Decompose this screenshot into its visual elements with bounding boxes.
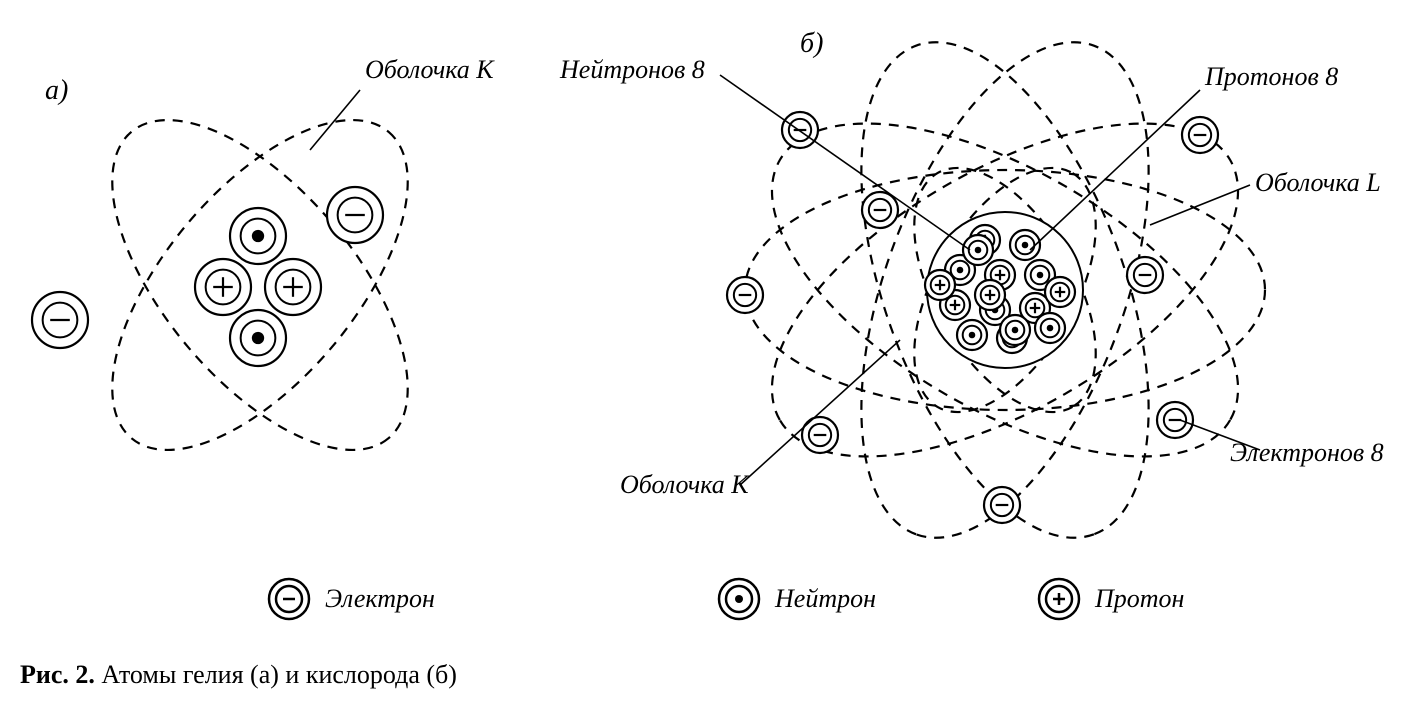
legend-proton-label: Протон — [1095, 584, 1184, 614]
label-b-shell-k: Оболочка К — [620, 470, 749, 500]
caption-prefix: Рис. 2. — [20, 660, 95, 689]
proton-icon — [1035, 575, 1083, 623]
label-b-neutrons: Нейтронов 8 — [560, 55, 705, 85]
panel-b-tag: б) — [800, 28, 823, 60]
legend-electron-label: Электрон — [325, 584, 435, 614]
svg-layer — [0, 0, 1423, 708]
legend-neutron: Нейтрон — [715, 575, 876, 623]
figure-canvas: а) б) Оболочка К Нейтронов 8 Протонов 8 … — [0, 0, 1423, 708]
figure-caption: Рис. 2. Атомы гелия (а) и кислорода (б) — [20, 660, 457, 690]
label-a-shell-k: Оболочка К — [365, 55, 494, 85]
caption-body: Атомы гелия (а) и кислорода (б) — [101, 660, 457, 689]
label-b-protons: Протонов 8 — [1205, 62, 1338, 92]
legend-neutron-label: Нейтрон — [775, 584, 876, 614]
panel-a-tag: а) — [45, 75, 68, 107]
legend-proton: Протон — [1035, 575, 1184, 623]
legend-electron: Электрон — [265, 575, 435, 623]
label-b-shell-l: Оболочка L — [1255, 168, 1381, 198]
electron-icon — [265, 575, 313, 623]
neutron-icon — [715, 575, 763, 623]
label-b-electrons: Электронов 8 — [1230, 438, 1384, 468]
